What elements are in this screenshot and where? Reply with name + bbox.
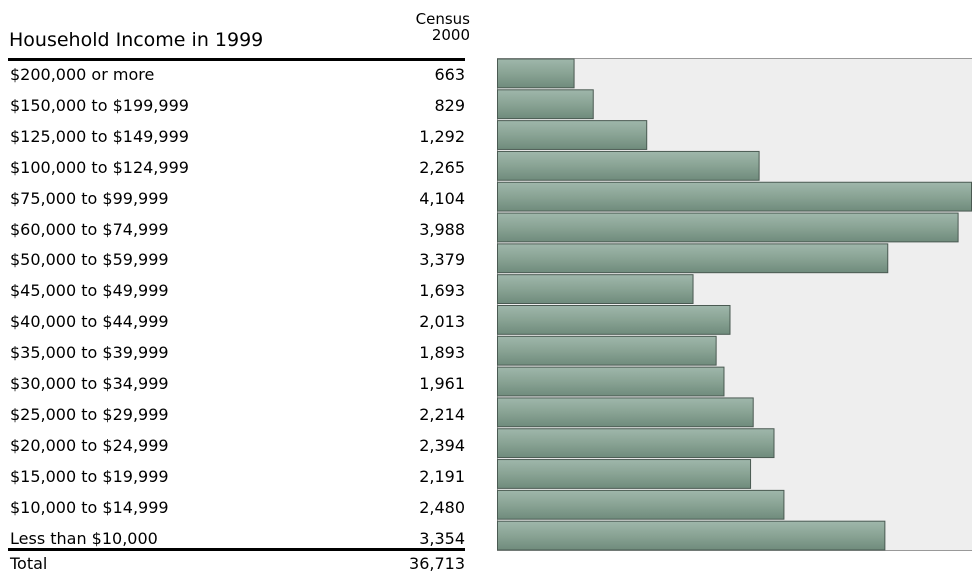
column-header: Census 2000 bbox=[390, 11, 470, 43]
table-row: $125,000 to $149,999 1,292 bbox=[0, 123, 472, 152]
bar bbox=[497, 366, 725, 397]
bar bbox=[497, 335, 717, 366]
table-row: $40,000 to $44,999 2,013 bbox=[0, 308, 472, 337]
bar bbox=[497, 243, 889, 274]
household-count-value: 1,292 bbox=[419, 126, 465, 146]
column-header-line2: 2000 bbox=[431, 26, 470, 44]
household-count-value: 1,961 bbox=[419, 374, 465, 393]
household-count-value: 1,893 bbox=[419, 343, 465, 363]
income-bracket-label: $60,000 to $74,999 bbox=[10, 219, 169, 239]
bar bbox=[497, 459, 752, 489]
table-row: $30,000 to $34,999 1,961 bbox=[0, 370, 472, 399]
table-row: $10,000 to $14,999 2,480 bbox=[0, 494, 472, 523]
bar bbox=[497, 212, 959, 243]
bar bbox=[497, 150, 760, 181]
income-bracket-label: $30,000 to $34,999 bbox=[10, 374, 169, 393]
table-row: $20,000 to $24,999 2,394 bbox=[0, 432, 472, 461]
income-bracket-label: $150,000 to $199,999 bbox=[10, 95, 189, 115]
household-count-value: 2,191 bbox=[419, 466, 465, 486]
column-header-line1: Census bbox=[415, 10, 470, 28]
household-count-value: 2,480 bbox=[419, 497, 465, 517]
income-bracket-label: $10,000 to $14,999 bbox=[10, 497, 169, 517]
bar bbox=[497, 58, 575, 89]
bar bbox=[497, 489, 785, 520]
bar bbox=[497, 428, 775, 459]
household-count-value: 2,214 bbox=[419, 404, 465, 424]
income-bracket-label: Less than $10,000 bbox=[10, 528, 158, 548]
bar bbox=[497, 89, 594, 120]
table-row: $15,000 to $19,999 2,191 bbox=[0, 463, 472, 492]
table-row: $150,000 to $199,999 829 bbox=[0, 92, 472, 121]
income-bracket-label: $45,000 to $49,999 bbox=[10, 281, 169, 301]
table-row: Less than $10,000 3,354 bbox=[0, 525, 472, 554]
bar bbox=[497, 520, 886, 551]
household-count-value: 1,693 bbox=[419, 281, 465, 301]
household-count-value: 663 bbox=[434, 65, 465, 84]
household-count-value: 3,379 bbox=[419, 250, 465, 270]
household-count-value: 3,988 bbox=[419, 219, 465, 239]
total-label: Total bbox=[10, 554, 48, 573]
income-bar-chart bbox=[497, 58, 972, 551]
bar bbox=[497, 305, 731, 335]
income-bracket-label: $20,000 to $24,999 bbox=[10, 435, 169, 455]
table-row: $75,000 to $99,999 4,104 bbox=[0, 185, 472, 214]
table-row: $200,000 or more 663 bbox=[0, 61, 472, 90]
income-bracket-label: $35,000 to $39,999 bbox=[10, 343, 169, 363]
table-row: $100,000 to $124,999 2,265 bbox=[0, 154, 472, 183]
household-count-value: 829 bbox=[434, 95, 465, 115]
household-count-value: 2,265 bbox=[419, 157, 465, 177]
table-row: $25,000 to $29,999 2,214 bbox=[0, 401, 472, 430]
household-count-value: 2,394 bbox=[419, 435, 465, 455]
bar bbox=[497, 120, 648, 150]
total-value: 36,713 bbox=[409, 554, 465, 573]
table-row: $60,000 to $74,999 3,988 bbox=[0, 216, 472, 245]
header-rule bbox=[8, 58, 465, 61]
income-bracket-label: $50,000 to $59,999 bbox=[10, 250, 169, 270]
bar bbox=[497, 397, 754, 428]
table-row: $50,000 to $59,999 3,379 bbox=[0, 246, 472, 275]
household-count-value: 2,013 bbox=[419, 312, 465, 332]
table-row: $35,000 to $39,999 1,893 bbox=[0, 339, 472, 368]
household-count-value: 4,104 bbox=[419, 188, 465, 208]
total-rule bbox=[8, 548, 465, 551]
income-bracket-label: $200,000 or more bbox=[10, 65, 155, 84]
income-bracket-label: $100,000 to $124,999 bbox=[10, 157, 189, 177]
bar bbox=[497, 274, 694, 304]
income-bracket-label: $75,000 to $99,999 bbox=[10, 188, 169, 208]
household-count-value: 3,354 bbox=[419, 528, 465, 548]
income-bracket-label: $125,000 to $149,999 bbox=[10, 126, 189, 146]
table-title: Household Income in 1999 bbox=[9, 29, 264, 51]
income-bracket-label: $25,000 to $29,999 bbox=[10, 404, 169, 424]
income-bracket-label: $40,000 to $44,999 bbox=[10, 312, 169, 332]
table-row: $45,000 to $49,999 1,693 bbox=[0, 277, 472, 306]
bar bbox=[497, 181, 972, 212]
income-bracket-label: $15,000 to $19,999 bbox=[10, 466, 169, 486]
